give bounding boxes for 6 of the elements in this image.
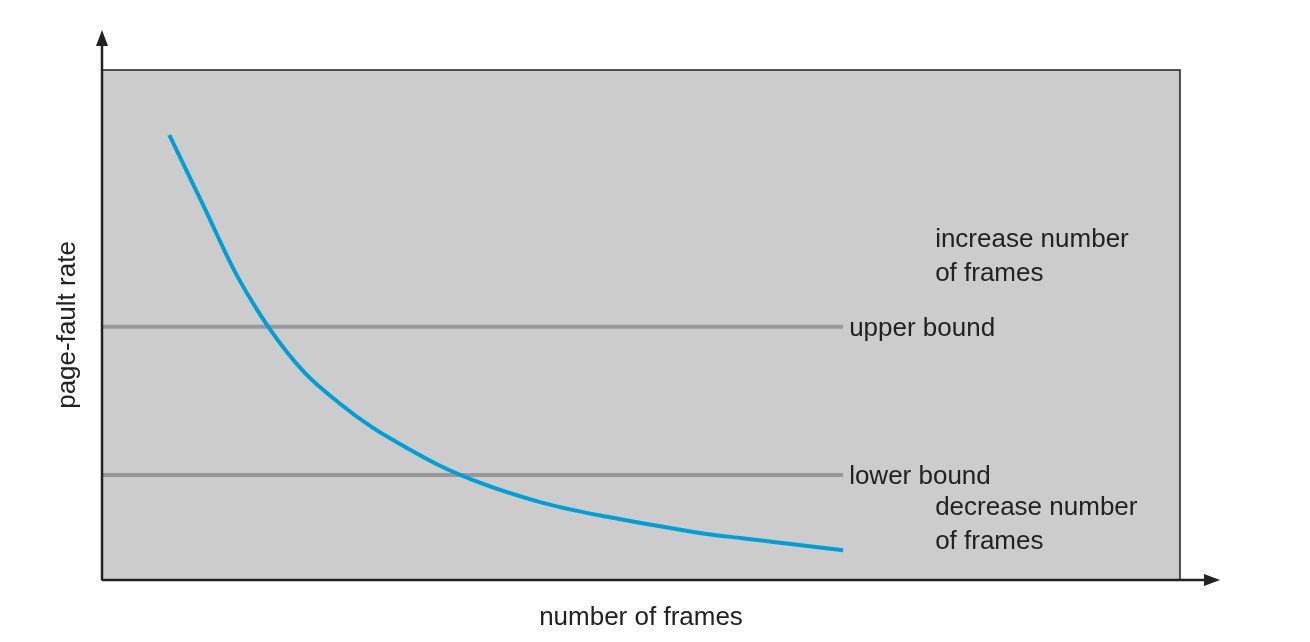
ref-line-label: upper bound xyxy=(849,311,996,342)
ref-line-label: lower bound xyxy=(849,460,991,491)
annotation: decrease number of frames xyxy=(935,490,1138,555)
annotation: increase number of frames xyxy=(935,222,1130,287)
y-axis-title: page-fault rate xyxy=(51,241,81,409)
x-axis-title: number of frames xyxy=(539,601,743,631)
